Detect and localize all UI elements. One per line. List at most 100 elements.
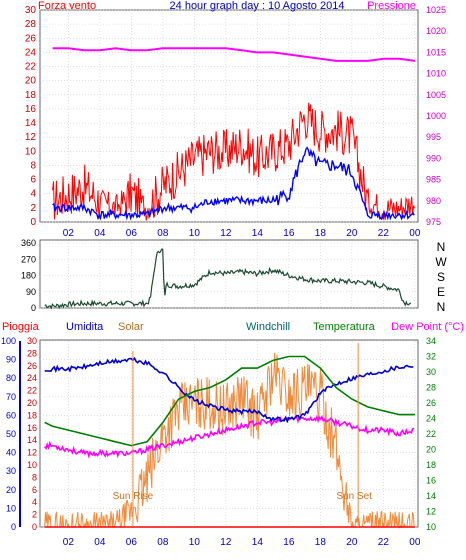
humidity-tick-label: 40 — [6, 448, 16, 458]
humidity-line — [44, 356, 414, 424]
compass-label: N — [437, 300, 446, 314]
climate-x-tick-label: 16 — [283, 537, 295, 548]
humidity-tick-label: 0 — [11, 522, 16, 532]
rain-tick-label: 6 — [32, 485, 37, 495]
rain-tick-label: 26 — [27, 361, 37, 371]
rain-tick-label: 30 — [27, 336, 37, 346]
temperature-tick-label: 30 — [426, 367, 436, 377]
compass-label: E — [437, 285, 445, 299]
humidity-tick-label: 80 — [6, 373, 16, 383]
wind-speed-tick-label: 0 — [30, 217, 36, 228]
pressure-line — [52, 47, 416, 62]
rain-tick-label: 24 — [27, 373, 37, 383]
temperature-axis: 10 12 14 16 18 20 22 24 26 28 30 32 34 — [426, 336, 436, 532]
direction-tick-label: 180 — [21, 271, 36, 281]
top-x-tick-label: 00 — [409, 228, 421, 239]
top-x-tick-label: 06 — [126, 228, 138, 239]
top-x-tick-label: 04 — [94, 228, 106, 239]
humidity-tick-label: 10 — [6, 503, 16, 513]
compass-label: S — [437, 270, 445, 284]
climate-x-tick-label: 04 — [94, 537, 106, 548]
pressure-tick-label: 1010 — [426, 69, 446, 79]
pressure-tick-label: 1015 — [426, 47, 446, 57]
wind-speed-tick-label: 22 — [25, 62, 37, 73]
top-x-tick-label: 20 — [346, 228, 358, 239]
sun-annotations: Sun Rise Sun Set — [113, 343, 372, 527]
top-x-tick-label: 14 — [252, 228, 264, 239]
wind-speed-tick-label: 8 — [30, 160, 36, 171]
direction-grid — [40, 242, 418, 309]
climate-x-tick-label: 20 — [346, 537, 358, 548]
pressure-tick-label: 1025 — [426, 5, 446, 15]
wind-speed-tick-label: 26 — [25, 33, 37, 44]
climate-x-tick-label: 18 — [315, 537, 327, 548]
top-x-tick-label: 10 — [189, 228, 201, 239]
temperature-tick-label: 34 — [426, 336, 436, 346]
rain-tick-label: 12 — [27, 448, 37, 458]
wind-pressure-series — [52, 47, 416, 221]
pressure-label: Pressione — [367, 0, 416, 12]
climate-series — [44, 352, 415, 529]
compass-label: N — [437, 240, 446, 254]
wind-gust-line — [52, 102, 415, 221]
pressure-axis: 975 980 985 990 995 1000 1005 1010 1015 1020 1025 — [426, 5, 446, 227]
temperature-tick-label: 26 — [426, 398, 436, 408]
rain-tick-label: 0 — [32, 522, 37, 532]
wind-speed-tick-label: 20 — [25, 76, 37, 87]
pressure-tick-label: 1000 — [426, 111, 446, 121]
temperature-tick-label: 18 — [426, 460, 436, 470]
top-x-tick-label: 18 — [315, 228, 327, 239]
rain-tick-label: 28 — [27, 348, 37, 358]
temperature-tick-label: 24 — [426, 414, 436, 424]
pressure-tick-label: 980 — [426, 196, 441, 206]
humidity-tick-label: 90 — [6, 355, 16, 365]
wind-direction-line — [44, 248, 412, 310]
dewpoint-label: Dew Point (°C) — [391, 321, 464, 333]
humidity-label: Umidita — [66, 321, 104, 333]
direction-tick-label: 270 — [21, 254, 36, 264]
direction-tick-label: 90 — [26, 287, 36, 297]
climate-x-tick-label: 14 — [252, 537, 264, 548]
temperature-tick-label: 16 — [426, 476, 436, 486]
temperature-tick-label: 20 — [426, 445, 436, 455]
rain-tick-label: 18 — [27, 410, 37, 420]
humidity-tick-label: 60 — [6, 410, 16, 420]
temperature-tick-label: 28 — [426, 383, 436, 393]
pressure-tick-label: 985 — [426, 175, 441, 185]
pressure-tick-label: 990 — [426, 153, 441, 163]
windchill-label: Windchill — [246, 321, 290, 333]
climate-x-tick-label: 00 — [409, 537, 421, 548]
sunset-label: Sun Set — [336, 491, 372, 502]
humidity-tick-label: 30 — [6, 466, 16, 476]
wind-speed-tick-label: 16 — [25, 104, 37, 115]
wind-speed-tick-label: 10 — [25, 146, 37, 157]
direction-axis: 0 90 180 270 360 — [21, 238, 36, 313]
dewpoint-line — [44, 414, 415, 459]
pressure-tick-label: 1005 — [426, 90, 446, 100]
top-x-tick-label: 08 — [157, 228, 169, 239]
sunrise-label: Sun Rise — [113, 491, 154, 502]
top-grid — [40, 9, 418, 223]
climate-time-axis: 02 04 06 08 10 12 14 16 18 20 22 00 — [63, 537, 421, 548]
climate-x-tick-label: 06 — [126, 537, 138, 548]
humidity-tick-label: 20 — [6, 485, 16, 495]
chart-title: 24 hour graph day : 10 Agosto 2014 — [170, 0, 345, 12]
wind-speed-tick-label: 28 — [25, 19, 37, 30]
top-x-tick-label: 22 — [378, 228, 390, 239]
pressure-tick-label: 1020 — [426, 26, 446, 36]
rain-tick-label: 2 — [32, 510, 37, 520]
wind-speed-tick-label: 30 — [25, 5, 37, 16]
climate-x-tick-label: 08 — [157, 537, 169, 548]
top-x-tick-label: 16 — [283, 228, 295, 239]
wind-speed-tick-label: 2 — [30, 203, 36, 214]
rain-tick-label: 4 — [32, 497, 37, 507]
temperature-line — [44, 355, 415, 447]
wind-speed-tick-label: 4 — [30, 189, 36, 200]
rain-tick-label: 8 — [32, 472, 37, 482]
solar-label: Solar — [118, 321, 144, 333]
rain-tick-label: 22 — [27, 386, 37, 396]
